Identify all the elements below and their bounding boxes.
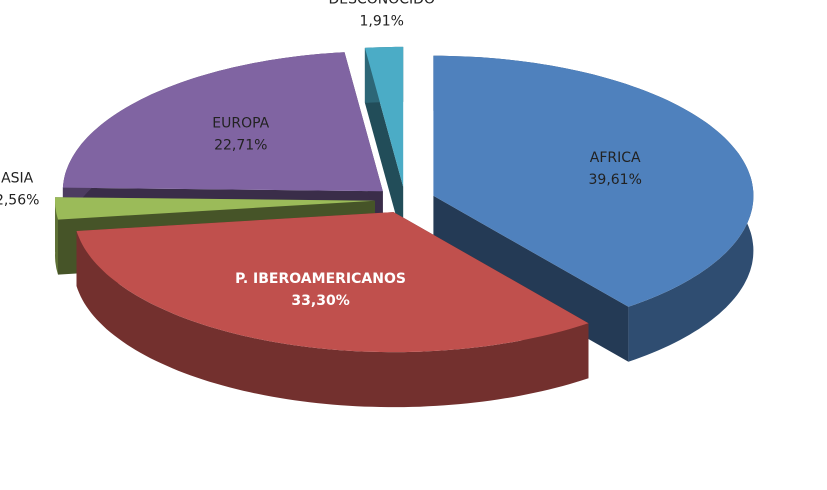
slice-top [62, 52, 383, 192]
slice [364, 46, 404, 242]
slice-value-label: 39,61% [589, 172, 642, 188]
slice [76, 212, 589, 408]
slice-label: ASIA [1, 170, 34, 186]
slice-top [364, 46, 404, 187]
slice-top [433, 55, 754, 307]
slice-value-label: 2,56% [0, 192, 39, 208]
slice-wall [55, 197, 58, 275]
slice-top [76, 212, 589, 353]
slice-value-label: 22,71% [214, 138, 267, 154]
slice-wall [76, 231, 589, 408]
slice-top [55, 197, 375, 220]
slice-value-label: 33,30% [291, 293, 349, 309]
slice-label: P. IBEROAMERICANOS [235, 271, 406, 287]
slice-value-label: 1,91% [359, 13, 403, 29]
slice-label: DESCONOCIDO [328, 0, 435, 7]
slice-label: EUROPA [212, 116, 269, 132]
slice-label: AFRICA [590, 150, 641, 166]
